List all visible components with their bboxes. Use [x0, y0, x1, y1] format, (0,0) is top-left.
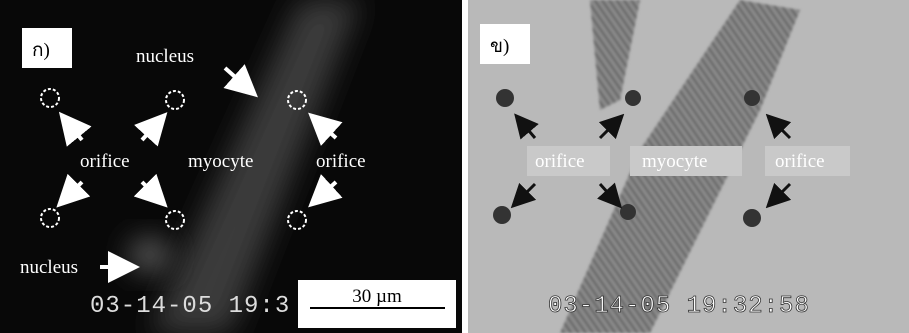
fluorescence-panel: ก) nucleus orifice myocyte orifice nucle… [0, 0, 462, 333]
annotation: orifice [80, 151, 130, 172]
panel-label: ข) [490, 36, 509, 57]
annotation: orifice [535, 151, 585, 172]
timestamp: 03-14-05 19:3 [90, 293, 290, 320]
scale-bar-label: 30 µm [352, 286, 402, 307]
annotation: nucleus [20, 257, 78, 278]
timestamp: 03-14-05 19:32:58 [548, 293, 810, 320]
brightfield-panel: ข) orifice myocyte orifice 03-14-05 19:3… [468, 0, 909, 333]
annotation: orifice [775, 151, 825, 172]
figure: ก) nucleus orifice myocyte orifice nucle… [0, 0, 909, 333]
panel-label: ก) [32, 40, 50, 61]
annotation: nucleus [136, 46, 194, 67]
annotation: orifice [316, 151, 366, 172]
annotation: myocyte [642, 151, 707, 172]
nucleus-glow [128, 237, 172, 273]
annotation: myocyte [188, 151, 253, 172]
